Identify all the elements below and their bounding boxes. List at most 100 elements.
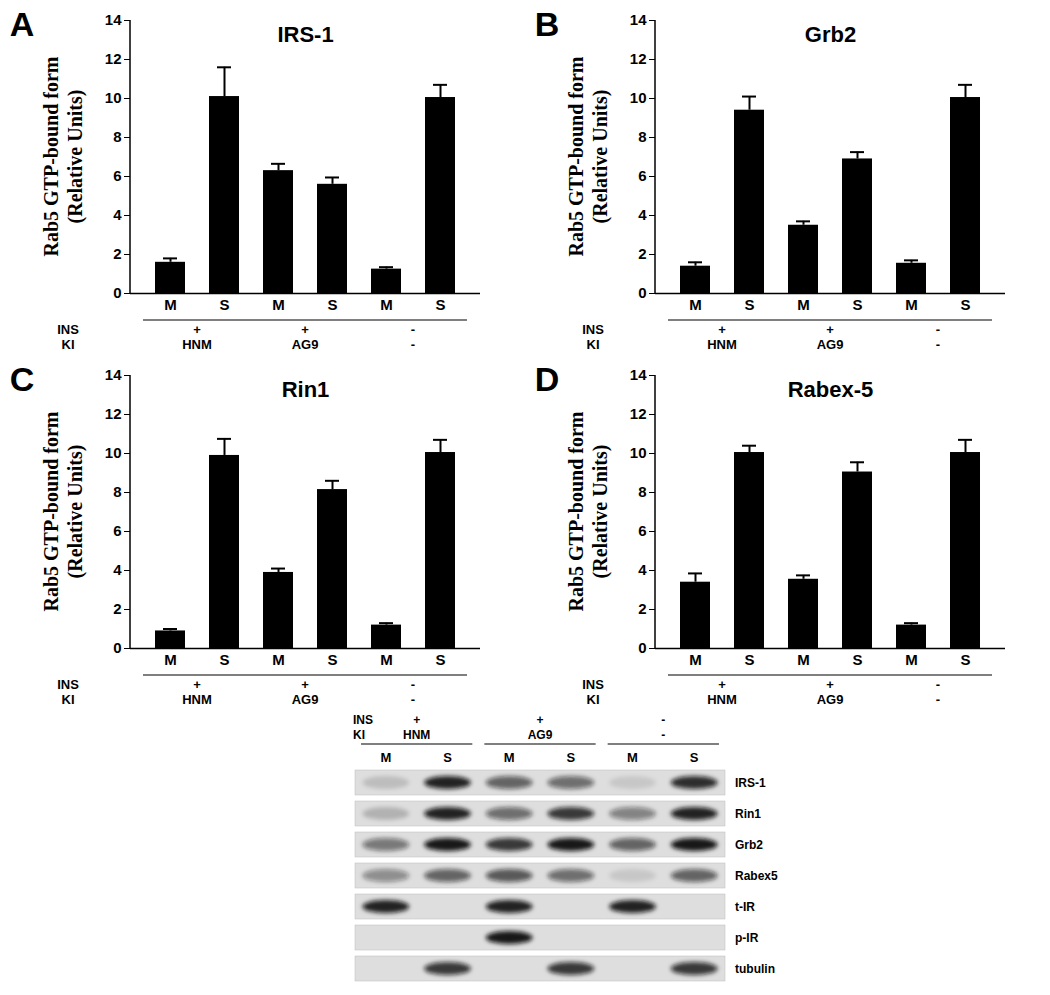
svg-text:-: - xyxy=(661,713,665,727)
svg-text:S: S xyxy=(435,651,445,668)
svg-text:S: S xyxy=(443,750,452,765)
svg-text:M: M xyxy=(380,750,391,765)
svg-text:+: + xyxy=(826,322,834,337)
svg-text:INS: INS xyxy=(582,322,604,337)
svg-text:(Relative Units): (Relative Units) xyxy=(589,445,612,579)
svg-text:0: 0 xyxy=(113,284,121,301)
svg-text:Grb2: Grb2 xyxy=(805,22,856,47)
svg-text:-: - xyxy=(411,337,415,352)
svg-text:S: S xyxy=(327,651,337,668)
svg-text:6: 6 xyxy=(638,167,646,184)
svg-text:INS: INS xyxy=(353,713,373,727)
svg-text:HNM: HNM xyxy=(182,337,212,352)
svg-text:p-IR: p-IR xyxy=(735,931,759,945)
svg-text:S: S xyxy=(852,651,862,668)
svg-text:INS: INS xyxy=(57,322,79,337)
svg-text:Rabex-5: Rabex-5 xyxy=(788,377,874,402)
svg-text:M: M xyxy=(627,750,638,765)
svg-text:+: + xyxy=(413,713,420,727)
svg-text:B: B xyxy=(535,5,560,43)
svg-text:M: M xyxy=(905,651,918,668)
svg-text:S: S xyxy=(690,750,699,765)
svg-text:12: 12 xyxy=(105,405,122,422)
svg-text:HNM: HNM xyxy=(707,337,737,352)
svg-text:-: - xyxy=(936,337,940,352)
svg-text:M: M xyxy=(689,651,702,668)
svg-text:M: M xyxy=(164,296,177,313)
svg-text:8: 8 xyxy=(113,128,121,145)
svg-text:AG9: AG9 xyxy=(817,692,844,707)
svg-text:+: + xyxy=(193,677,201,692)
svg-text:KI: KI xyxy=(587,692,600,707)
svg-text:(Relative Units): (Relative Units) xyxy=(64,90,87,224)
svg-text:-: - xyxy=(936,692,940,707)
svg-text:8: 8 xyxy=(113,483,121,500)
svg-text:M: M xyxy=(380,651,393,668)
svg-text:Rabex5: Rabex5 xyxy=(735,869,778,883)
svg-text:S: S xyxy=(435,296,445,313)
svg-text:12: 12 xyxy=(630,50,647,67)
svg-text:+: + xyxy=(826,677,834,692)
svg-text:Grb2: Grb2 xyxy=(735,838,763,852)
svg-text:AG9: AG9 xyxy=(817,337,844,352)
svg-text:Rin1: Rin1 xyxy=(282,377,330,402)
svg-text:10: 10 xyxy=(630,444,647,461)
svg-text:14: 14 xyxy=(630,11,647,28)
svg-text:14: 14 xyxy=(105,11,122,28)
svg-text:Rab5 GTP-bound form: Rab5 GTP-bound form xyxy=(565,56,587,256)
svg-text:10: 10 xyxy=(105,89,122,106)
svg-text:2: 2 xyxy=(638,600,646,617)
svg-text:A: A xyxy=(10,5,35,43)
svg-text:(Relative Units): (Relative Units) xyxy=(589,90,612,224)
svg-text:S: S xyxy=(960,296,970,313)
svg-text:12: 12 xyxy=(630,405,647,422)
svg-text:IRS-1: IRS-1 xyxy=(277,22,333,47)
svg-text:C: C xyxy=(10,360,35,398)
svg-text:6: 6 xyxy=(113,522,121,539)
svg-text:S: S xyxy=(744,296,754,313)
svg-text:Rab5 GTP-bound form: Rab5 GTP-bound form xyxy=(40,411,62,611)
svg-text:+: + xyxy=(536,713,543,727)
svg-text:Rin1: Rin1 xyxy=(735,807,761,821)
svg-text:0: 0 xyxy=(113,639,121,656)
svg-text:M: M xyxy=(380,296,393,313)
svg-text:-: - xyxy=(411,677,415,692)
svg-text:Rab5 GTP-bound form: Rab5 GTP-bound form xyxy=(40,56,62,256)
svg-text:S: S xyxy=(327,296,337,313)
svg-text:+: + xyxy=(718,677,726,692)
svg-text:-: - xyxy=(936,322,940,337)
svg-text:D: D xyxy=(535,360,560,398)
svg-text:M: M xyxy=(797,651,810,668)
svg-text:IRS-1: IRS-1 xyxy=(735,776,766,790)
svg-text:INS: INS xyxy=(57,677,79,692)
svg-text:tubulin: tubulin xyxy=(735,962,775,976)
svg-text:AG9: AG9 xyxy=(528,728,553,742)
svg-text:2: 2 xyxy=(113,600,121,617)
svg-text:+: + xyxy=(193,322,201,337)
svg-text:0: 0 xyxy=(638,284,646,301)
svg-text:10: 10 xyxy=(105,444,122,461)
svg-text:+: + xyxy=(301,322,309,337)
svg-text:HNM: HNM xyxy=(403,728,430,742)
svg-text:-: - xyxy=(661,728,665,742)
svg-text:-: - xyxy=(411,692,415,707)
svg-text:14: 14 xyxy=(105,366,122,383)
svg-text:KI: KI xyxy=(587,337,600,352)
svg-text:+: + xyxy=(301,677,309,692)
svg-text:KI: KI xyxy=(62,337,75,352)
svg-text:HNM: HNM xyxy=(182,692,212,707)
svg-text:2: 2 xyxy=(638,245,646,262)
svg-text:-: - xyxy=(411,322,415,337)
svg-text:AG9: AG9 xyxy=(292,692,319,707)
svg-text:KI: KI xyxy=(353,728,365,742)
svg-text:12: 12 xyxy=(105,50,122,67)
svg-text:8: 8 xyxy=(638,483,646,500)
svg-text:AG9: AG9 xyxy=(292,337,319,352)
svg-text:2: 2 xyxy=(113,245,121,262)
svg-text:S: S xyxy=(960,651,970,668)
svg-text:4: 4 xyxy=(638,206,647,223)
svg-text:4: 4 xyxy=(113,561,122,578)
svg-text:M: M xyxy=(797,296,810,313)
svg-text:6: 6 xyxy=(113,167,121,184)
svg-text:4: 4 xyxy=(638,561,647,578)
